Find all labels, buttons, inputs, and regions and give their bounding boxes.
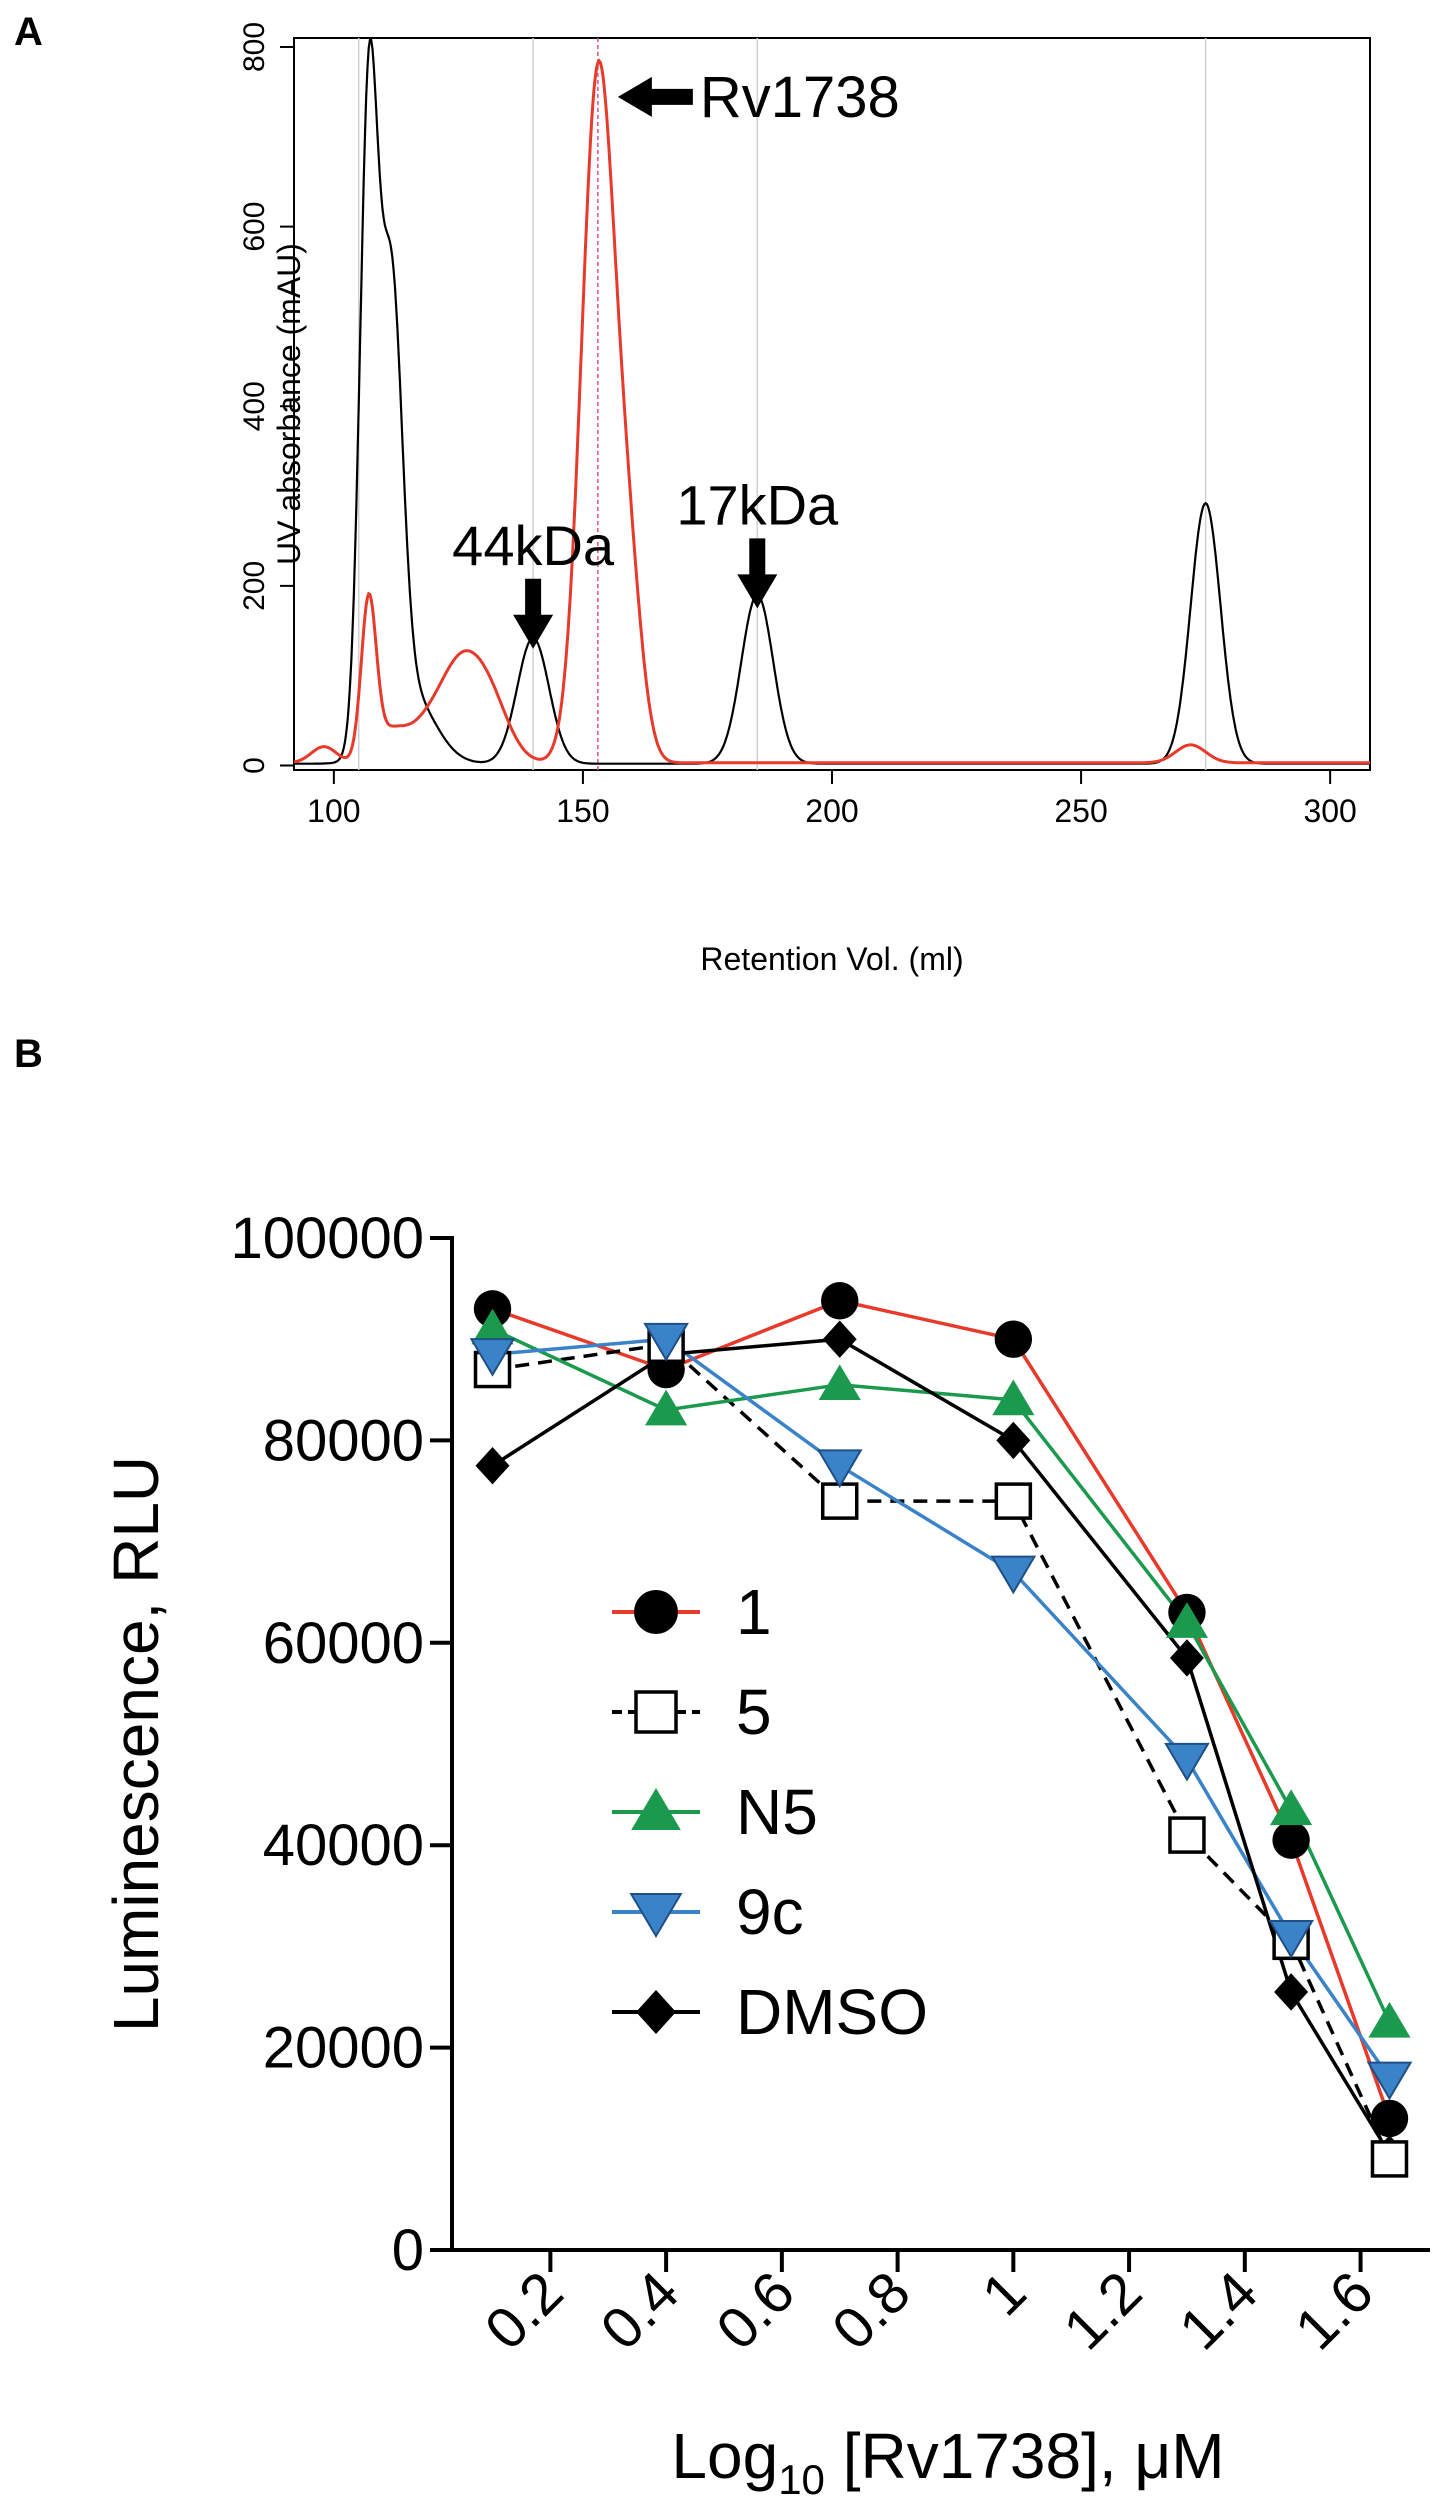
data-point-n5 bbox=[992, 1379, 1035, 1416]
y-axis-title: Luminescence, RLU bbox=[100, 1456, 172, 2032]
data-point-1 bbox=[1370, 2099, 1409, 2138]
arrow-down-icon bbox=[737, 538, 778, 609]
data-point-9c bbox=[643, 1322, 689, 1362]
data-point-n5 bbox=[645, 1389, 688, 1426]
data-point-9c bbox=[1366, 2061, 1413, 2101]
legend-label-9c: 9c bbox=[736, 1876, 804, 1948]
x-tick-label: 1 bbox=[970, 2259, 1039, 2328]
y-tick-label: 0 bbox=[392, 2218, 424, 2283]
panel-label-a: A bbox=[14, 10, 43, 54]
y-tick-label: 80000 bbox=[263, 1408, 424, 1473]
y-tick-label: 60000 bbox=[263, 1611, 424, 1676]
series-line-9c bbox=[492, 1337, 1391, 2079]
data-point-dmso bbox=[475, 1447, 510, 1485]
x-tick-label: 250 bbox=[1054, 793, 1107, 829]
data-point-dmso bbox=[996, 1421, 1031, 1460]
data-point-1 bbox=[821, 1282, 859, 1320]
y-tick-label: 0 bbox=[238, 757, 271, 774]
legend-marker-9c bbox=[629, 1893, 683, 1938]
data-point-9c bbox=[1268, 1919, 1314, 1959]
series-line-n5 bbox=[491, 1327, 1392, 2024]
data-point-n5 bbox=[818, 1364, 861, 1401]
x-tick-label: 300 bbox=[1303, 793, 1356, 829]
data-point-5 bbox=[994, 1482, 1033, 1520]
data-point-5 bbox=[1370, 2140, 1409, 2178]
legend-label-dmso: DMSO bbox=[736, 1976, 928, 2048]
series-line-1 bbox=[491, 1298, 1392, 2119]
panel-label-b: B bbox=[14, 1032, 43, 1076]
x-tick-label: 200 bbox=[805, 793, 858, 829]
data-point-9c bbox=[990, 1555, 1037, 1595]
x-tick-label: 1.6 bbox=[1283, 2259, 1386, 2362]
legend-label-1: 1 bbox=[736, 1576, 772, 1648]
data-point-1 bbox=[994, 1320, 1033, 1358]
annotation-rv1738: Rv1738 bbox=[700, 65, 900, 130]
x-tick-label: 0.8 bbox=[820, 2259, 923, 2362]
arrow-down-icon bbox=[513, 578, 554, 649]
data-point-dmso bbox=[1274, 1973, 1309, 2011]
legend-marker-dmso bbox=[636, 1990, 676, 2034]
data-point-9c bbox=[469, 1338, 516, 1377]
data-point-9c bbox=[816, 1449, 863, 1489]
x-tick-label: 100 bbox=[307, 793, 360, 829]
x-tick-label: 150 bbox=[556, 793, 609, 829]
x-tick-label: 1.2 bbox=[1051, 2259, 1154, 2362]
data-point-5 bbox=[820, 1482, 859, 1520]
legend-marker-1 bbox=[634, 1590, 678, 1634]
y-tick-label: 200 bbox=[238, 561, 271, 611]
annotation-44kda: 44kDa bbox=[452, 514, 615, 577]
data-point-n5 bbox=[1270, 1789, 1313, 1826]
x-tick-label: 0.2 bbox=[473, 2259, 576, 2362]
data-point-dmso bbox=[1169, 1639, 1204, 1677]
y-tick-label: 40000 bbox=[263, 1813, 424, 1878]
y-tick-label: 600 bbox=[238, 202, 271, 252]
x-tick-label: 0.6 bbox=[704, 2259, 807, 2362]
series-line-rv1738 bbox=[293, 58, 1370, 765]
data-point-n5 bbox=[1165, 1602, 1209, 1638]
legend-marker-5 bbox=[634, 1690, 678, 1734]
data-point-dmso bbox=[822, 1320, 857, 1358]
legend-label-5: 5 bbox=[736, 1676, 772, 1748]
y-tick-label: 400 bbox=[238, 381, 271, 431]
x-axis-title: Retention Vol. (ml) bbox=[700, 941, 963, 977]
arrow-left-icon bbox=[617, 76, 693, 117]
x-tick-label: 0.4 bbox=[588, 2259, 691, 2362]
y-tick-label: 20000 bbox=[263, 2016, 424, 2081]
y-axis-title: UV absorbance (mAU) bbox=[271, 243, 307, 565]
y-tick-label: 800 bbox=[238, 22, 271, 72]
y-tick-label: 100000 bbox=[230, 1206, 424, 1271]
data-point-1 bbox=[1272, 1821, 1310, 1859]
series-line-5 bbox=[492, 1342, 1392, 2160]
data-point-9c bbox=[1164, 1742, 1210, 1782]
x-tick-label: 1.4 bbox=[1167, 2259, 1270, 2362]
data-point-n5 bbox=[471, 1308, 514, 1345]
data-point-n5 bbox=[1368, 2001, 1411, 2038]
annotation-17kda: 17kDa bbox=[676, 473, 839, 536]
chromatogram-chart: 100 150 200 250 300 Retention Vol. (ml) 0 200 40… bbox=[238, 22, 1371, 977]
legend-marker-n5 bbox=[631, 1788, 681, 1830]
data-point-5 bbox=[1168, 1816, 1206, 1854]
x-axis-title: Log10 [Rv1738], μM bbox=[671, 2420, 1224, 2503]
legend-label-n5: N5 bbox=[736, 1776, 818, 1848]
